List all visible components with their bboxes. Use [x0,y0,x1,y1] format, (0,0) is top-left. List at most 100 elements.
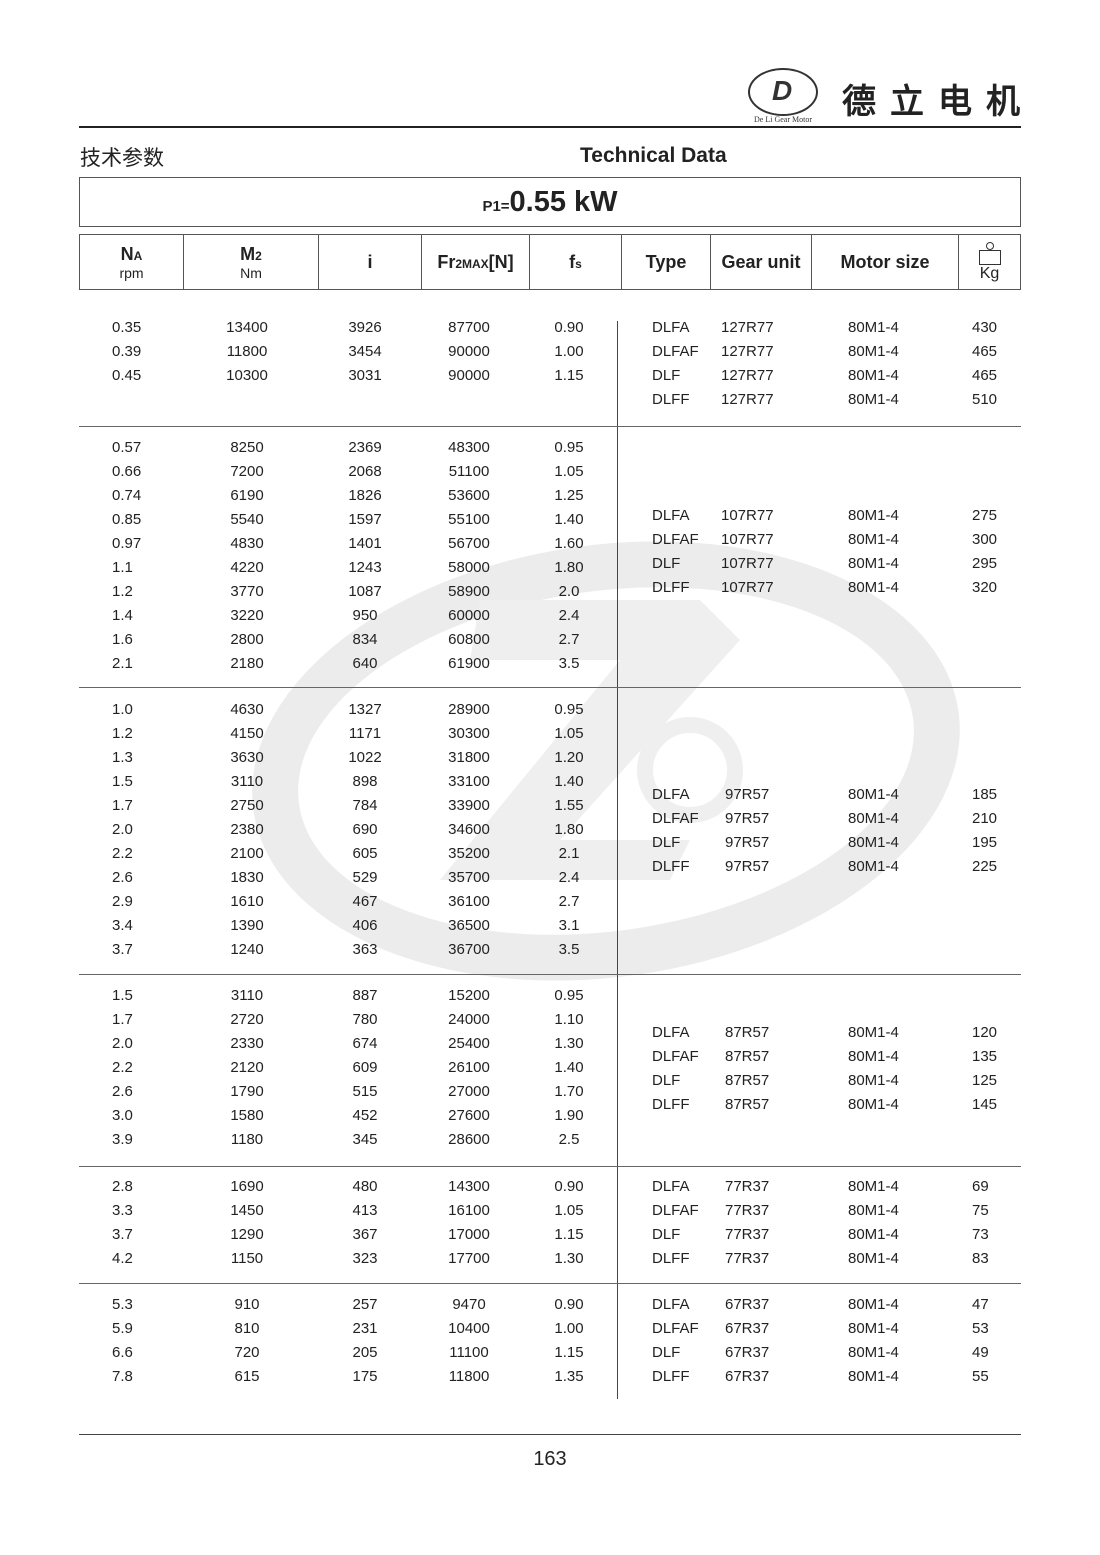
cell-i: 2068 [348,463,382,480]
col-kg: Kg [959,235,1020,289]
cell-motor-size: 80M1-4 [848,367,899,384]
cell-type: DLFAF [652,531,699,548]
cell-i: 898 [352,773,378,790]
cell-fr2max: 25400 [448,1035,490,1052]
cell-m2: 1290 [230,1226,264,1243]
cell-fs: 1.15 [554,367,584,384]
cell-weight: 465 [972,343,998,360]
cell-motor-size: 80M1-4 [848,1250,899,1267]
cell-type: DLFAF [652,1320,699,1337]
cell-motor-size: 80M1-4 [848,1344,899,1361]
cell-fs: 1.20 [554,749,584,766]
cell-type: DLFF [652,579,690,596]
cell-type: DLFF [652,858,690,875]
cell-weight: 125 [972,1072,998,1089]
cell-fs: 1.40 [554,1059,584,1076]
cell-fr2max: 17000 [448,1226,490,1243]
cell-na: 0.74 [112,487,142,504]
cell-i: 3454 [348,343,382,360]
cell-weight: 300 [972,531,998,548]
cell-weight: 275 [972,507,998,524]
cell-na: 1.4 [112,607,133,624]
cell-i: 887 [352,987,378,1004]
cell-fr2max: 28600 [448,1131,490,1148]
cell-m2: 1450 [230,1202,264,1219]
cell-type: DLFAF [652,1202,699,1219]
cell-fs: 1.15 [554,1344,584,1361]
cell-na: 1.5 [112,987,133,1004]
cell-na: 3.9 [112,1131,133,1148]
cell-fr2max: 53600 [448,487,490,504]
cell-motor-size: 80M1-4 [848,1072,899,1089]
cell-weight: 53 [972,1320,989,1337]
cell-i: 1087 [348,583,382,600]
cell-fs: 3.5 [558,941,580,958]
cell-m2: 10300 [226,367,268,384]
cell-i: 609 [352,1059,378,1076]
cell-gear-unit: 87R57 [725,1096,770,1113]
cell-fr2max: 16100 [448,1202,490,1219]
group-separator [79,426,1021,427]
cell-m2: 5540 [230,511,264,528]
cell-m2: 4220 [230,559,264,576]
cell-m2: 1610 [230,893,264,910]
cell-i: 345 [352,1131,378,1148]
cell-type: DLF [652,555,681,572]
cell-i: 1327 [348,701,382,718]
cell-fr2max: 48300 [448,439,490,456]
cell-weight: 69 [972,1178,989,1195]
cell-m2: 3110 [230,773,264,790]
cell-gear-unit: 127R77 [721,391,774,408]
cell-na: 3.7 [112,1226,133,1243]
header-rule [79,126,1021,128]
cell-fs: 1.60 [554,535,584,552]
cell-m2: 2380 [230,821,264,838]
cell-m2: 2180 [230,655,264,672]
cell-i: 674 [352,1035,378,1052]
cell-fs: 0.90 [554,1296,584,1313]
cell-m2: 8250 [230,439,264,456]
cell-motor-size: 80M1-4 [848,786,899,803]
cell-na: 0.85 [112,511,142,528]
cell-fs: 2.1 [558,845,580,862]
cell-m2: 3220 [230,607,264,624]
column-divider [617,321,618,1399]
cell-fr2max: 11100 [449,1344,489,1361]
page-number: 163 [533,1448,567,1470]
cell-i: 1597 [348,511,382,528]
cell-type: DLF [652,834,681,851]
cell-m2: 4150 [230,725,264,742]
cell-na: 1.1 [112,559,133,576]
cell-motor-size: 80M1-4 [848,579,899,596]
cell-i: 3926 [348,319,382,336]
col-motor-size: Motor size [812,235,959,289]
cell-i: 950 [352,607,378,624]
cell-motor-size: 80M1-4 [848,810,899,827]
cell-motor-size: 80M1-4 [848,319,899,336]
cell-m2: 3630 [230,749,264,766]
cell-m2: 2120 [230,1059,264,1076]
cell-type: DLFF [652,391,690,408]
cell-m2: 4830 [230,535,264,552]
cell-motor-size: 80M1-4 [848,1048,899,1065]
cell-weight: 295 [972,555,998,572]
cell-gear-unit: 107R77 [721,579,774,596]
cell-na: 3.0 [112,1107,133,1124]
cell-gear-unit: 97R57 [725,834,770,851]
cell-fr2max: 35700 [448,869,490,886]
cell-weight: 145 [972,1096,998,1113]
cell-motor-size: 80M1-4 [848,1368,899,1385]
cell-i: 690 [352,821,378,838]
cell-fs: 1.55 [554,797,584,814]
cell-fr2max: 10400 [448,1320,490,1337]
col-m2: M2 Nm [184,235,319,289]
cell-i: 2369 [348,439,382,456]
cell-na: 2.8 [112,1178,133,1195]
cell-fs: 2.4 [558,607,580,624]
cell-fs: 0.95 [554,439,584,456]
cell-gear-unit: 77R37 [725,1226,770,1243]
cell-type: DLFA [652,319,690,336]
cell-gear-unit: 87R57 [725,1072,770,1089]
cell-gear-unit: 127R77 [721,343,774,360]
cell-i: 834 [352,631,378,648]
